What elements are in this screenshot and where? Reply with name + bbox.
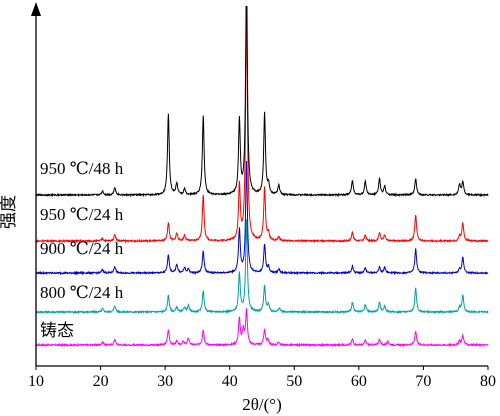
series-line-950-48-h — [36, 6, 489, 198]
x-tick-label-10: 10 — [28, 373, 44, 390]
series-line-900-24-h — [36, 160, 489, 276]
x-axis-title: 2θ/(°) — [242, 395, 282, 414]
series-label-as-cast: 铸态 — [40, 321, 74, 341]
series-labels: 铸态 800 ℃/24 h 900 ℃/24 h 950 ℃/24 h 950 ℃/48… — [40, 159, 124, 341]
series-line-as-cast — [36, 308, 489, 348]
axes — [31, 2, 488, 367]
curves — [36, 6, 489, 348]
y-axis-arrow — [31, 2, 41, 16]
x-tick-label-80: 80 — [480, 373, 496, 390]
x-tick-label-40: 40 — [222, 373, 238, 390]
x-ticks: 10 20 30 40 50 60 70 80 — [28, 366, 496, 390]
x-tick-label-30: 30 — [157, 373, 173, 390]
series-line-800-24-h — [36, 219, 489, 315]
series-label-800-24-h: 800 ℃/24 h — [40, 283, 124, 302]
series-label-900-24-h: 900 ℃/24 h — [40, 239, 124, 258]
x-tick-label-70: 70 — [415, 373, 431, 390]
series-label-950-48-h: 950 ℃/48 h — [40, 159, 124, 178]
x-tick-label-50: 50 — [286, 373, 302, 390]
series-line-950-24-h — [36, 6, 489, 244]
x-tick-label-60: 60 — [351, 373, 367, 390]
y-axis-title: 强度 — [0, 195, 19, 229]
x-tick-label-20: 20 — [93, 373, 109, 390]
series-label-950-24-h: 950 ℃/24 h — [40, 205, 124, 224]
